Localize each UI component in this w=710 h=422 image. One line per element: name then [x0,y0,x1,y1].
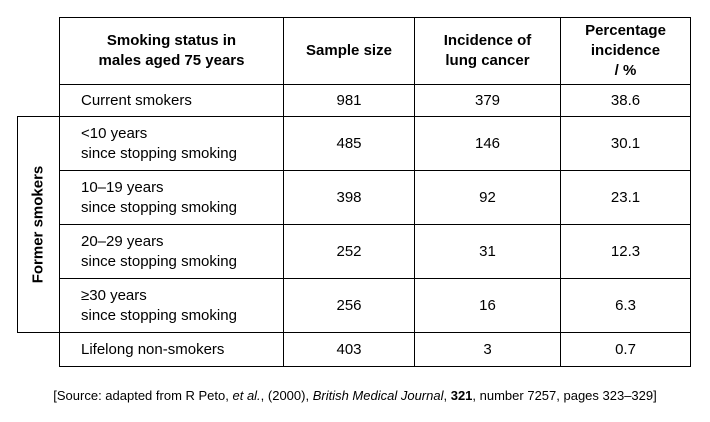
row-label-text: <10 years [81,124,148,142]
row-label-subtext: since stopping smoking [81,198,237,216]
former-smokers-group-label: Former smokers [17,116,59,333]
header-percentage: Percentage incidence / % [561,18,690,84]
incidence-cell: 16 [479,296,496,314]
table-row-label: Current smokers [60,85,283,116]
row-label-subtext: since stopping smoking [81,306,237,324]
source-etal: et al. [232,388,261,403]
source-year: , (2000), [260,388,313,403]
source-suffix: , number 7257, pages 323–329] [472,388,657,403]
sample-size-cell: 252 [336,242,362,260]
row-label-text: 10–19 years [81,178,164,196]
header-sample-size: Sample size [284,18,414,84]
row-label-text: ≥30 years [81,286,147,304]
header-line: males aged 75 years [98,52,245,69]
table-border-top [59,17,691,18]
header-divider [59,84,691,85]
row-label-text: Current smokers [81,91,192,109]
row-label-subtext: since stopping smoking [81,252,237,270]
source-prefix: [Source: adapted from R Peto, [53,388,233,403]
column-divider [560,17,561,367]
header-line: Percentage [585,22,666,39]
percentage-cell: 6.3 [615,296,636,314]
row-divider [59,224,691,225]
incidence-cell: 3 [483,340,492,358]
table-row-label: Lifelong non-smokers [60,333,283,366]
header-smoking-status: Smoking status in males aged 75 years [60,18,283,84]
percentage-cell: 12.3 [610,242,641,260]
header-line: lung cancer [445,52,530,69]
table-row-label: ≥30 years since stopping smoking [60,279,283,332]
row-divider [59,278,691,279]
row-label-text: Lifelong non-smokers [81,340,225,358]
incidence-cell: 92 [479,188,496,206]
row-label-subtext: since stopping smoking [81,144,237,162]
source-journal: British Medical Journal [312,388,444,403]
column-divider [283,17,284,367]
incidence-cell: 379 [474,91,501,109]
percentage-cell: 23.1 [610,188,641,206]
group-border-left [17,116,18,333]
incidence-cell: 146 [474,134,501,152]
row-divider [59,170,691,171]
table-border-bottom [59,366,691,367]
group-label-text: Former smokers [29,165,47,284]
percentage-cell: 30.1 [610,134,641,152]
row-label-text: 20–29 years [81,232,164,250]
sample-size-cell: 256 [336,296,362,314]
source-separator: , [443,388,451,403]
source-citation: [Source: adapted from R Peto, et al., (2… [0,388,710,403]
table-border-left [59,17,60,367]
table-row-label: <10 years since stopping smoking [60,117,283,170]
row-divider [17,332,691,333]
data-table: Smoking status in males aged 75 years Sa… [17,17,691,367]
sample-size-cell: 485 [336,134,362,152]
header-line: Incidence of [443,32,532,49]
sample-size-cell: 398 [336,188,362,206]
sample-size-cell: 403 [336,340,362,358]
percentage-cell: 38.6 [610,91,641,109]
sample-size-cell: 981 [336,91,362,109]
column-divider [414,17,415,367]
source-volume: 321 [450,388,473,403]
table-row-label: 10–19 years since stopping smoking [60,171,283,224]
percentage-cell: 0.7 [615,340,636,358]
header-incidence: Incidence of lung cancer [415,18,560,84]
table-border-right [690,17,691,367]
header-line: incidence [590,42,661,59]
header-line: / % [614,62,637,79]
header-line: Smoking status in [106,32,237,49]
header-line: Sample size [306,42,392,59]
table-row-label: 20–29 years since stopping smoking [60,225,283,278]
row-divider [17,116,691,117]
incidence-cell: 31 [479,242,496,260]
